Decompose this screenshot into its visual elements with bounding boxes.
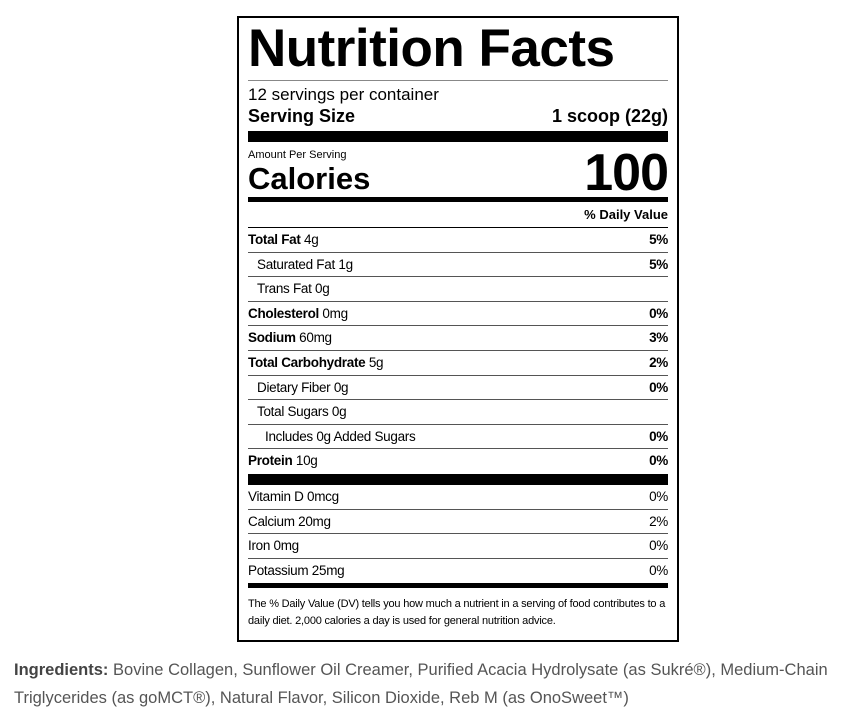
ingredients: Ingredients: Bovine Collagen, Sunflower …: [14, 656, 859, 712]
nutrient-amount: 5g: [368, 354, 384, 370]
nutrient-name: Cholesterol: [248, 305, 319, 321]
nutrient-amount: 0g: [333, 379, 349, 395]
nutrient-name: Total Fat: [248, 232, 301, 247]
nutrient-amount: 10g: [295, 453, 318, 469]
vitamin-row: Calcium 20mg 2%: [248, 510, 668, 535]
nutrient-name: Saturated Fat: [257, 256, 335, 272]
vitamin-row: Iron 0mg 0%: [248, 534, 668, 559]
nutrient-row: Total Sugars 0g: [248, 400, 668, 425]
vitamin-list: Vitamin D 0mcg 0% Calcium 20mg 2% Iron 0mg 0%…: [248, 485, 668, 582]
label-title: Nutrition Facts: [248, 18, 668, 81]
nutrient-list: Total Fat 4g 5% Saturated Fat 1g 5% Trans …: [248, 228, 668, 473]
vitamin-row: Potassium 25mg 0%: [248, 559, 668, 583]
nutrient-amount: 60mg: [299, 330, 332, 346]
nutrient-name: Sodium: [248, 330, 296, 346]
nutrient-dv: 5%: [649, 232, 668, 247]
nutrient-dv: 0%: [649, 305, 668, 321]
nutrient-amount: 0g: [315, 281, 330, 297]
nutrient-dv: 0%: [649, 428, 668, 444]
ingredients-text: Bovine Collagen, Sunflower Oil Creamer, …: [14, 661, 828, 707]
vitamin-text: Potassium 25mg: [248, 559, 345, 583]
nutrient-name: Total Sugars: [257, 404, 329, 420]
vitamin-dv: 0%: [649, 488, 668, 504]
nutrient-row: Sodium 60mg 3%: [248, 326, 668, 351]
ingredients-label: Ingredients:: [14, 661, 109, 679]
nutrient-row: Includes 0g Added Sugars 0%: [248, 425, 668, 450]
nutrient-dv: 5%: [649, 256, 668, 272]
nutrient-amount: 0mg: [322, 305, 348, 321]
calories-value: 100: [584, 144, 669, 202]
nutrient-row: Dietary Fiber 0g 0%: [248, 376, 668, 401]
vitamin-name: Potassium: [248, 562, 309, 578]
divider: [248, 473, 668, 485]
serving-size: Serving Size 1 scoop (22g): [248, 105, 668, 127]
dv-header: % Daily Value: [248, 203, 668, 228]
vitamin-amount: 0mg: [273, 538, 300, 554]
nutrient-name: Total Carbohydrate: [248, 354, 366, 370]
calories-label: Calories: [248, 161, 371, 196]
divider: [248, 197, 668, 202]
nutrient-amount: 4g: [304, 232, 319, 247]
vitamin-name: Vitamin D: [248, 488, 304, 504]
calories: Calories 100: [248, 147, 669, 199]
nutrition-label: Nutrition Facts 12 servings per containe…: [237, 16, 679, 643]
nutrient-row: Cholesterol 0mg 0%: [248, 302, 668, 327]
footnote: The % Daily Value (DV) tells you how muc…: [248, 598, 666, 628]
nutrient-name: Protein: [248, 453, 293, 469]
vitamin-amount: 25mg: [311, 562, 345, 578]
vitamin-dv: 0%: [649, 538, 668, 554]
vitamin-row: Vitamin D 0mcg 0%: [248, 485, 668, 510]
nutrient-dv: 0%: [649, 379, 668, 395]
vitamin-text: Calcium 20mg: [248, 510, 331, 534]
divider: [248, 583, 668, 589]
nutrient-amount: 0g: [331, 404, 347, 420]
vitamin-name: Calcium: [248, 513, 295, 529]
nutrient-name: Includes 0g Added Sugars: [265, 428, 416, 444]
nutrient-name: Dietary Fiber: [257, 379, 331, 395]
serving-size-value: 1 scoop (22g): [551, 106, 668, 126]
vitamin-name: Iron: [248, 538, 271, 554]
nutrient-row: Saturated Fat 1g 5%: [248, 253, 668, 278]
vitamin-text: Vitamin D 0mcg: [248, 485, 339, 509]
nutrient-dv: 0%: [649, 453, 668, 469]
nutrient-dv: 2%: [649, 354, 668, 370]
vitamin-amount: 0mcg: [307, 488, 339, 504]
nutrient-dv: 3%: [649, 330, 668, 346]
vitamin-text: Iron 0mg: [248, 534, 299, 558]
nutrient-row: Protein 10g 0%: [248, 449, 668, 473]
nutrient-row: Trans Fat 0g: [248, 277, 668, 302]
vitamin-dv: 0%: [649, 562, 668, 578]
servings: 12 servings per container: [248, 85, 439, 104]
amount-per-serving: Amount Per Serving: [248, 149, 347, 161]
serving-size-label: Serving Size: [248, 106, 356, 126]
nutrient-name: Trans Fat: [257, 281, 312, 297]
nutrient-row: Total Fat 4g 5%: [248, 228, 668, 253]
nutrient-row: Total Carbohydrate 5g 2%: [248, 351, 668, 376]
nutrient-amount: 1g: [338, 256, 353, 272]
vitamin-dv: 2%: [649, 513, 668, 529]
vitamin-amount: 20mg: [298, 513, 331, 529]
divider: [248, 131, 668, 142]
